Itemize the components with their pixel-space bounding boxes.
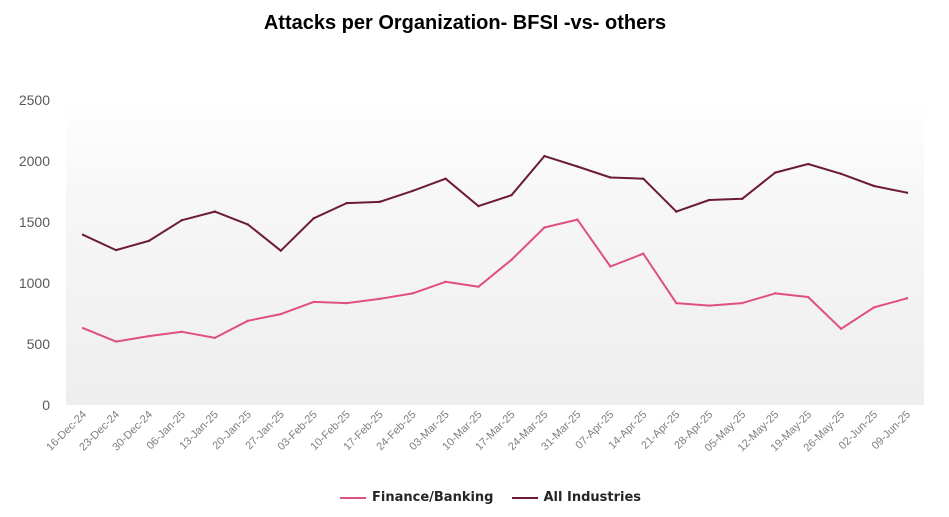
- legend-item-all-industries[interactable]: All Industries: [511, 490, 642, 505]
- data-point: [246, 223, 249, 226]
- data-point: [905, 191, 909, 194]
- data-point: [114, 340, 118, 343]
- data-point: [378, 200, 381, 204]
- data-point: [510, 193, 513, 197]
- data-point: [411, 189, 414, 193]
- data-point: [642, 177, 645, 180]
- series-line-finance-banking: [82, 218, 908, 343]
- data-point: [872, 306, 876, 309]
- data-point: [642, 252, 645, 255]
- data-point: [543, 154, 546, 158]
- data-point: [444, 177, 447, 180]
- data-point: [378, 297, 381, 301]
- data-point: [806, 295, 810, 299]
- data-point: [708, 304, 711, 307]
- data-point: [279, 312, 282, 316]
- legend-swatch-finance: [340, 496, 366, 499]
- data-point: [609, 265, 612, 268]
- data-point: [773, 171, 777, 174]
- data-point: [180, 330, 184, 333]
- y-tick-label: 1000: [19, 275, 50, 291]
- data-point: [444, 280, 447, 283]
- data-point: [872, 184, 876, 188]
- legend: Finance/Banking All Industries: [340, 490, 641, 505]
- data-point: [312, 217, 315, 220]
- y-tick-label: 500: [27, 336, 51, 352]
- data-point: [81, 233, 85, 237]
- data-point: [477, 204, 480, 208]
- data-point: [147, 334, 151, 338]
- data-point: [147, 239, 151, 243]
- data-point: [180, 218, 184, 222]
- legend-swatch-all-industries: [511, 496, 538, 499]
- data-point: [213, 210, 217, 213]
- data-point: [279, 249, 282, 252]
- data-point: [576, 218, 579, 221]
- data-point: [609, 176, 612, 179]
- data-point: [246, 319, 249, 323]
- data-point: [576, 165, 579, 168]
- y-tick-label: 0: [42, 397, 50, 413]
- data-point: [543, 226, 546, 229]
- y-tick-label: 2000: [19, 153, 50, 169]
- data-point: [510, 258, 513, 262]
- data-point: [411, 292, 414, 295]
- data-point: [675, 301, 678, 305]
- chart-title: Attacks per Organization- BFSI -vs- othe…: [263, 12, 667, 34]
- data-point: [81, 326, 85, 330]
- legend-item-finance[interactable]: Finance/Banking: [340, 490, 494, 505]
- y-tick-label: 1500: [19, 214, 50, 230]
- data-point: [905, 297, 909, 300]
- data-point: [345, 201, 348, 205]
- data-point: [675, 210, 678, 213]
- data-point: [213, 336, 217, 340]
- data-point: [345, 301, 348, 305]
- y-tick-label: 2500: [19, 92, 50, 108]
- plot-area: [66, 100, 924, 405]
- data-point: [312, 300, 315, 304]
- data-point: [741, 197, 744, 201]
- data-point: [773, 292, 777, 295]
- data-point: [741, 301, 744, 305]
- data-point: [839, 327, 843, 330]
- data-point: [806, 162, 810, 166]
- data-point: [477, 285, 480, 288]
- series-line-all-industries: [82, 155, 908, 252]
- legend-label-finance: Finance/Banking: [372, 490, 494, 505]
- data-point: [839, 172, 843, 176]
- data-point: [114, 248, 118, 252]
- data-point: [708, 198, 711, 202]
- legend-label-all-industries: All Industries: [543, 490, 642, 505]
